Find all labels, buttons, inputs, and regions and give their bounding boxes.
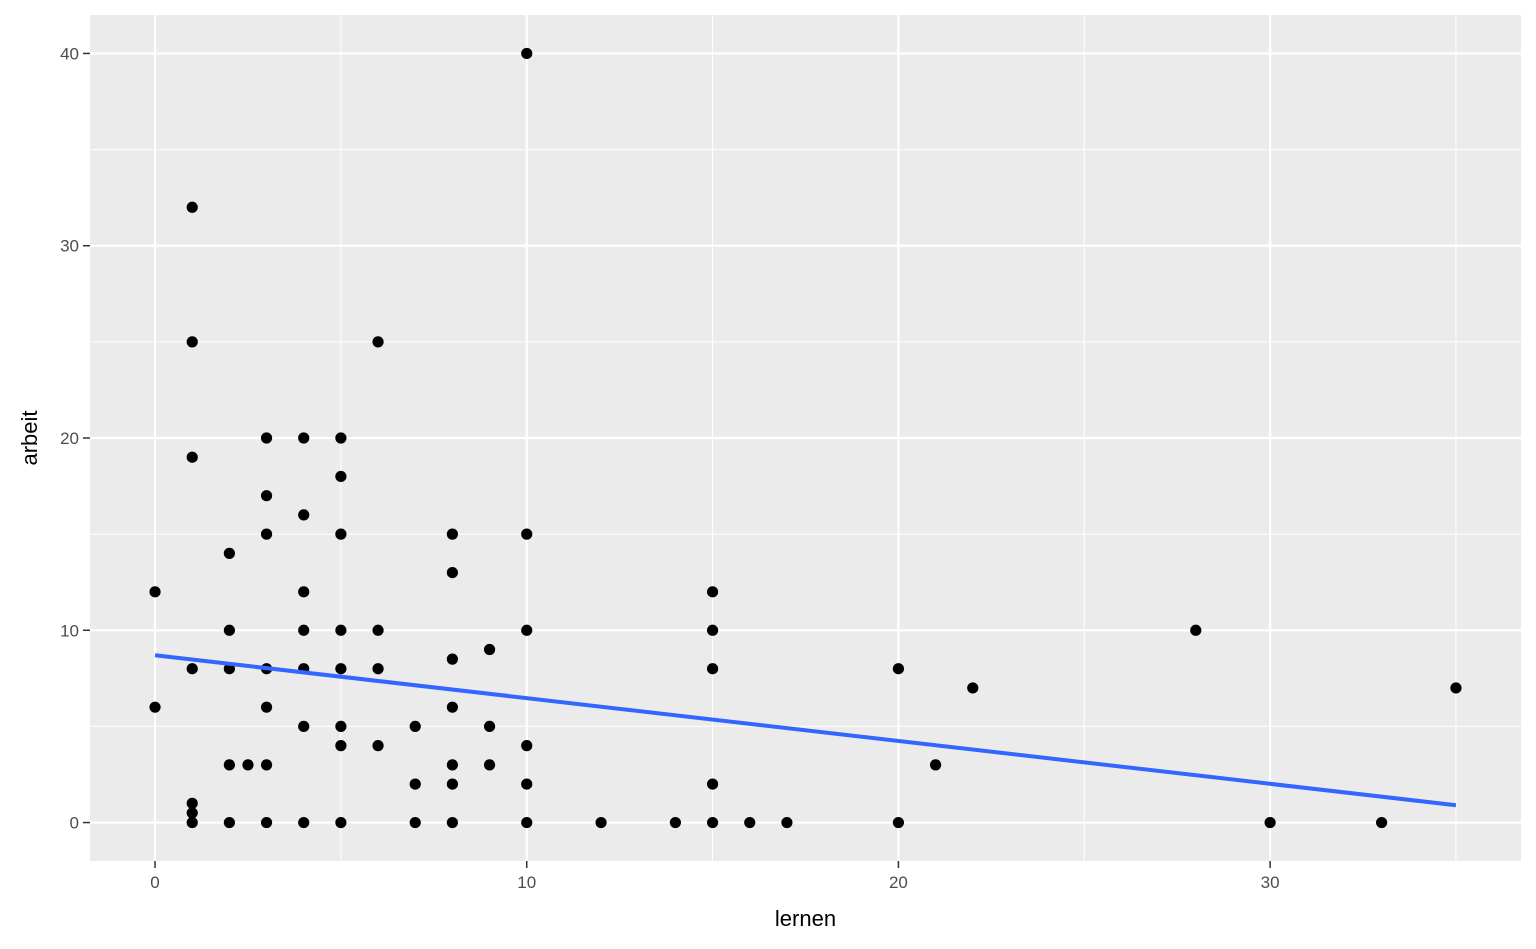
data-point (242, 759, 254, 771)
data-point (298, 432, 310, 444)
data-point (1376, 816, 1388, 829)
data-point (186, 797, 198, 809)
data-point (446, 778, 458, 790)
y-tick-label: 40 (60, 44, 79, 63)
data-point (446, 701, 458, 713)
data-point (706, 816, 719, 829)
data-point (521, 740, 533, 752)
data-point (706, 663, 719, 675)
data-point (409, 816, 421, 829)
data-point (335, 740, 347, 752)
data-points (149, 47, 1462, 829)
x-axis-ticks: 0 10 20 30 (150, 861, 1280, 892)
y-tick-label: 20 (60, 429, 79, 448)
data-point (446, 566, 458, 579)
data-point (521, 778, 533, 790)
data-point (483, 759, 496, 771)
data-point (186, 336, 198, 348)
data-point (706, 624, 719, 636)
data-point (892, 663, 905, 675)
y-axis-title: arbeit (17, 410, 42, 465)
data-point (446, 528, 458, 540)
data-point (223, 759, 235, 771)
data-point (335, 816, 347, 829)
data-point (298, 720, 310, 733)
x-tick-label: 20 (889, 873, 908, 892)
y-tick-label: 0 (70, 814, 79, 833)
data-point (186, 807, 198, 819)
x-tick-label: 30 (1261, 873, 1280, 892)
data-point (967, 682, 979, 694)
data-point (483, 720, 496, 733)
data-point (372, 663, 384, 675)
data-point (409, 778, 421, 790)
grid-major (90, 15, 1521, 861)
data-point (186, 201, 198, 213)
data-point (149, 586, 161, 598)
data-point (260, 759, 273, 771)
data-point (298, 509, 310, 521)
data-point (260, 816, 273, 829)
x-axis-title: lernen (775, 906, 836, 931)
data-point (706, 586, 719, 598)
data-point (929, 759, 942, 771)
data-point (706, 778, 719, 790)
data-point (223, 816, 235, 829)
data-point (335, 432, 347, 444)
y-axis-ticks: 0 10 20 30 40 (60, 44, 90, 833)
data-point (298, 586, 310, 598)
data-point (335, 470, 347, 483)
y-tick-label: 10 (60, 621, 79, 640)
data-point (446, 653, 458, 665)
data-point (335, 624, 347, 636)
data-point (186, 451, 198, 463)
data-point (1264, 816, 1276, 829)
data-point (298, 816, 310, 829)
data-point (892, 816, 905, 829)
y-tick-label: 30 (60, 237, 79, 256)
x-tick-label: 10 (517, 873, 536, 892)
data-point (521, 528, 533, 540)
data-point (186, 663, 198, 675)
data-point (186, 816, 198, 829)
data-point (149, 701, 161, 713)
data-point (372, 336, 384, 348)
x-tick-label: 0 (150, 873, 159, 892)
data-point (446, 759, 458, 771)
data-point (669, 816, 682, 829)
data-point (744, 816, 756, 829)
data-point (409, 720, 421, 733)
data-point (1450, 682, 1462, 694)
data-point (223, 547, 235, 559)
data-point (260, 432, 273, 444)
data-point (298, 624, 310, 636)
data-point (521, 624, 533, 636)
data-point (521, 47, 533, 60)
data-point (260, 528, 273, 540)
data-point (260, 701, 273, 713)
data-point (521, 816, 533, 829)
data-point (372, 740, 384, 752)
data-point (223, 624, 235, 636)
data-point (781, 816, 793, 829)
data-point (335, 528, 347, 540)
trend-line (154, 653, 1457, 808)
data-point (260, 490, 273, 502)
data-point (372, 624, 384, 636)
data-point (335, 720, 347, 733)
data-point (483, 643, 496, 656)
data-point (335, 663, 347, 675)
data-point (595, 816, 607, 829)
data-point (446, 816, 458, 829)
data-point (1190, 624, 1202, 636)
